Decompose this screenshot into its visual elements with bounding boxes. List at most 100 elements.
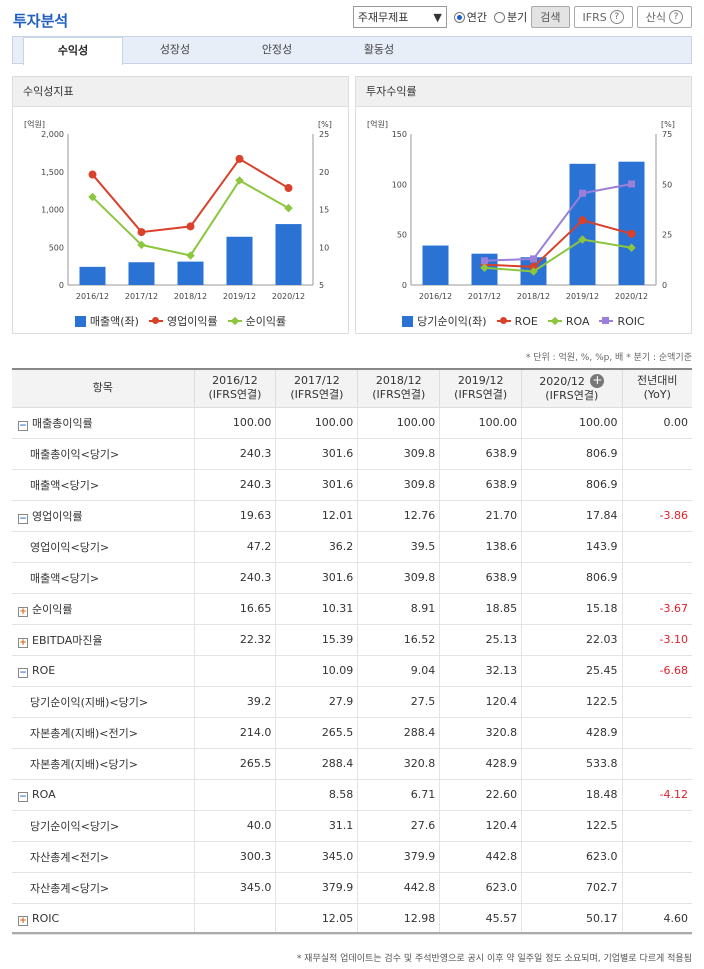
series-point: [137, 228, 146, 237]
collapse-icon[interactable]: −: [18, 513, 28, 524]
x-tick-label: 2020/12: [615, 292, 648, 301]
series-point: [137, 240, 146, 250]
legend-swatch-icon: [402, 315, 414, 327]
table-cell: 12.98: [357, 903, 441, 935]
table-cell: 806.9: [521, 438, 623, 470]
tab-growth[interactable]: 성장성: [159, 43, 191, 56]
add-period-icon[interactable]: +: [590, 372, 605, 388]
help-icon: ?: [609, 10, 624, 24]
table-cell: 442.8: [439, 841, 523, 873]
row-label[interactable]: + 순이익률: [12, 593, 195, 625]
ifrs-help-button[interactable]: IFRS ?: [573, 6, 633, 28]
row-label-text: 당기순이익(지배)<당기>: [30, 695, 149, 709]
row-label[interactable]: + EBITDA마진율: [12, 624, 195, 656]
row-label[interactable]: + ROIC: [12, 903, 195, 935]
x-tick-label: 2018/12: [174, 292, 207, 301]
table-cell: 309.8: [357, 562, 441, 594]
table-cell: 638.9: [439, 469, 523, 501]
row-label[interactable]: − ROE: [12, 655, 195, 687]
row-label: 매출총이익<당기>: [12, 438, 195, 470]
right-tick-label: 50: [662, 180, 672, 189]
row-label-text: 매출총이익<당기>: [30, 447, 120, 461]
header-yoy-sub: (YoY): [643, 388, 671, 402]
radio-annual[interactable]: 연간: [453, 9, 487, 25]
table-cell: 100.00: [439, 407, 523, 439]
tab-activity[interactable]: 활동성: [363, 43, 395, 56]
right-tick-label: 10: [319, 243, 329, 252]
left-tick-label: 50: [397, 231, 407, 240]
expand-icon[interactable]: +: [18, 915, 28, 926]
table-cell: 15.39: [275, 624, 359, 656]
series-point: [529, 267, 538, 276]
header-period-label: 2020/12: [539, 374, 585, 388]
header-period: 2017/12 (IFRS연결): [275, 368, 359, 408]
expand-icon[interactable]: +: [18, 637, 28, 648]
left-tick-label: 2,000: [41, 130, 64, 139]
legend-label: ROA: [565, 314, 590, 328]
yoy-cell: [622, 531, 692, 563]
legend-swatch-icon: [599, 317, 614, 324]
statement-select[interactable]: 주재무제표 ▼: [352, 6, 447, 28]
tab-stability[interactable]: 안정성: [261, 43, 293, 56]
table-cell: 442.8: [357, 872, 441, 904]
collapse-icon[interactable]: −: [18, 420, 28, 431]
legend-swatch-icon: [496, 317, 511, 324]
expand-icon[interactable]: +: [18, 606, 28, 617]
series-line-0: [91, 157, 290, 234]
series-point: [628, 180, 635, 188]
table-cell: 12.05: [275, 903, 359, 935]
row-label[interactable]: − ROA: [12, 779, 195, 811]
legend-item[interactable]: 당기순이익(좌): [402, 313, 487, 329]
collapse-icon[interactable]: −: [18, 667, 28, 678]
table-cell: 300.3: [194, 841, 277, 873]
table-cell: 309.8: [357, 469, 441, 501]
table-cell: 214.0: [194, 717, 277, 749]
right-tick-label: 25: [662, 231, 672, 240]
series-point: [284, 203, 293, 213]
row-label[interactable]: − 매출총이익률: [12, 407, 195, 439]
left-tick-label: 0: [59, 281, 64, 290]
table-row: 매출액<당기> 240.3 301.6 309.8 638.9 806.9: [12, 469, 692, 501]
legend-label: 영업이익률: [166, 315, 218, 328]
legend-swatch-icon: [74, 315, 86, 327]
legend-item[interactable]: ROIC: [599, 313, 645, 329]
header-yoy: 전년대비 (YoY): [621, 368, 692, 408]
radio-quarter-dot: [494, 11, 506, 23]
legend-item[interactable]: ROA: [547, 313, 590, 329]
formula-help-button[interactable]: 산식 ?: [636, 6, 692, 28]
search-button[interactable]: 검색: [531, 6, 570, 28]
statement-select-value: 주재무제표: [357, 11, 409, 24]
table-cell: 379.9: [357, 841, 441, 873]
legend-item[interactable]: 영업이익률: [148, 313, 218, 329]
table-cell: 301.6: [275, 438, 359, 470]
table-cell: 638.9: [439, 438, 523, 470]
table-cell: 18.48: [521, 779, 623, 811]
radio-quarter[interactable]: 분기: [494, 9, 527, 25]
series-point: [481, 257, 488, 265]
bar-2019/12: [569, 163, 596, 285]
table-row: 자본총계(지배)<전기> 214.0 265.5 288.4 320.8 428.9: [12, 717, 692, 749]
tab-profitability[interactable]: 수익성: [23, 37, 123, 65]
table-cell: 122.5: [521, 810, 623, 842]
series-point: [186, 222, 195, 231]
header-period-label: 2017/12: [294, 374, 340, 388]
header-basis-label: (IFRS연결): [290, 388, 344, 402]
table-row: 자본총계(지배)<당기> 265.5 288.4 320.8 428.9 533.8: [12, 748, 692, 780]
table-cell: 10.09: [275, 655, 359, 687]
table-cell: [194, 779, 277, 811]
row-label: 매출액<당기>: [12, 469, 195, 501]
collapse-icon[interactable]: −: [18, 791, 28, 802]
right-tick-label: 25: [319, 130, 329, 139]
table-cell: 6.71: [357, 779, 441, 811]
header-basis-label: (IFRS연결): [372, 388, 426, 402]
right-axis-unit: [%]: [661, 120, 675, 129]
series-line-1: [91, 179, 289, 257]
legend-item[interactable]: 매출액(좌): [74, 313, 139, 329]
legend-item[interactable]: ROE: [496, 313, 538, 329]
right-tick-label: 15: [319, 206, 329, 215]
row-label[interactable]: − 영업이익률: [12, 500, 195, 532]
legend-item[interactable]: 순이익률: [227, 313, 286, 329]
unit-note: * 단위 : 억원, %, %p, 배 * 분기 : 순액기준: [525, 353, 692, 363]
table-cell: 12.76: [357, 500, 441, 532]
x-tick-label: 2019/12: [223, 292, 256, 301]
